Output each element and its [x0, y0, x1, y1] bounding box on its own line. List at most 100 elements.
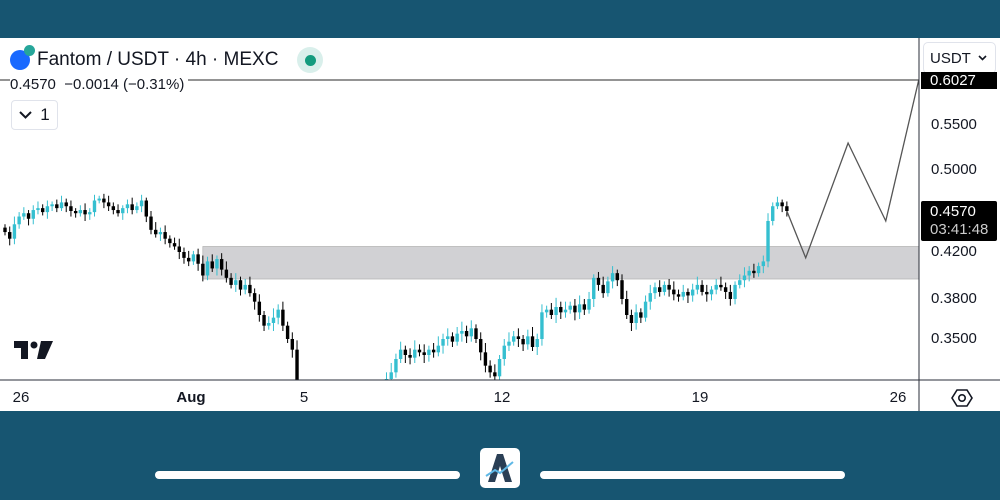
- candle-body: [371, 395, 374, 398]
- candle-body: [111, 206, 116, 211]
- candle-body: [568, 305, 572, 310]
- candle-body: [601, 284, 605, 294]
- candle-body: [172, 243, 177, 247]
- settings-gear-icon[interactable]: [951, 388, 973, 408]
- candle-body: [201, 263, 205, 276]
- candle-body: [309, 408, 312, 411]
- brand-logo-icon: [480, 448, 520, 488]
- chart-panel: Fantom / USDT · 4h · MEXC 0.4570 −0.0014…: [0, 38, 1000, 411]
- candle-body: [262, 315, 266, 326]
- candle-body: [234, 280, 238, 285]
- candle-body: [357, 399, 360, 400]
- candle-body: [22, 213, 26, 217]
- candle-body: [615, 273, 619, 281]
- candle-body: [756, 266, 761, 274]
- candle-body: [102, 198, 106, 203]
- candle-body: [592, 277, 596, 299]
- target-price-label: 0.6027: [921, 72, 997, 89]
- candle-body: [695, 284, 700, 290]
- candle-body: [766, 220, 770, 262]
- candle-body: [573, 305, 577, 313]
- demand-zone: [202, 246, 919, 280]
- candle-body: [139, 200, 144, 207]
- time-tick: Aug: [176, 389, 206, 406]
- current-price-label: 0.4570 03:41:48: [921, 201, 997, 241]
- candle-body: [535, 339, 539, 347]
- candle-body: [634, 312, 638, 323]
- candle-body: [191, 254, 196, 262]
- candle-body: [516, 336, 521, 339]
- candle-body: [64, 202, 68, 207]
- candle-body: [681, 291, 685, 297]
- candle-body: [333, 400, 336, 405]
- candle-body: [252, 293, 257, 302]
- candle-body: [436, 345, 441, 353]
- candle-body: [219, 259, 224, 270]
- candle-body: [526, 336, 530, 345]
- candle-body: [775, 202, 780, 207]
- candle-body: [290, 339, 295, 350]
- candle-body: [78, 210, 83, 214]
- candle-body: [559, 307, 563, 313]
- candle-body: [92, 200, 97, 213]
- time-tick: 26: [889, 389, 907, 406]
- candle-body: [502, 345, 506, 359]
- candle-body: [408, 355, 412, 358]
- candle-body: [629, 315, 634, 323]
- candle-body: [785, 206, 789, 211]
- candle-body: [511, 336, 516, 342]
- time-tick: 5: [299, 389, 309, 406]
- candle-body: [267, 323, 271, 326]
- candle-body: [450, 336, 455, 342]
- candle-body: [742, 275, 747, 281]
- candle-body: [342, 398, 345, 403]
- candle-body: [347, 395, 350, 398]
- symbol-header[interactable]: Fantom / USDT · 4h · MEXC: [10, 45, 324, 73]
- currency-select[interactable]: USDT: [923, 42, 996, 74]
- candle-body: [238, 280, 243, 290]
- price-tick: 0.3500: [931, 330, 977, 347]
- candle-body: [398, 349, 403, 359]
- candle-body: [130, 204, 134, 211]
- price-change: −0.0014 (−0.31%): [64, 76, 185, 93]
- indicators-toggle-button[interactable]: 1: [11, 100, 58, 130]
- candle-body: [493, 372, 497, 377]
- candle-body: [380, 384, 383, 389]
- candle-body: [186, 257, 191, 262]
- chevron-down-icon: [19, 111, 32, 119]
- candle-body: [728, 291, 733, 299]
- candle-body: [158, 232, 163, 235]
- candle-body: [479, 339, 483, 353]
- candle-body: [305, 406, 308, 409]
- candle-body: [530, 336, 535, 347]
- candle-body: [676, 294, 681, 297]
- candle-body: [719, 284, 723, 288]
- candle-body: [662, 284, 667, 292]
- candle-body: [83, 210, 87, 215]
- candle-body: [40, 208, 45, 213]
- candle-body: [700, 284, 704, 292]
- candle-body: [366, 392, 369, 397]
- candle-body: [610, 273, 615, 282]
- candle-body: [281, 309, 285, 326]
- candle-body: [577, 304, 582, 313]
- candle-body: [483, 352, 488, 366]
- candle-body: [271, 317, 276, 323]
- last-price: 0.4570: [10, 76, 56, 93]
- candle-body: [464, 331, 469, 337]
- candle-body: [248, 284, 252, 294]
- candle-body: [121, 208, 125, 214]
- price-tick: 0.5000: [931, 161, 977, 178]
- price-chart[interactable]: [0, 38, 1000, 411]
- candle-body: [26, 213, 31, 219]
- candle-body: [55, 204, 59, 209]
- candle-body: [733, 284, 737, 299]
- candle-body: [422, 352, 426, 355]
- candle-body: [338, 400, 341, 403]
- candle-body: [596, 277, 601, 285]
- candle-body: [243, 284, 247, 290]
- candle-body: [474, 328, 478, 339]
- candle-body: [441, 339, 445, 346]
- candle-body: [319, 403, 322, 406]
- candle-body: [507, 341, 511, 346]
